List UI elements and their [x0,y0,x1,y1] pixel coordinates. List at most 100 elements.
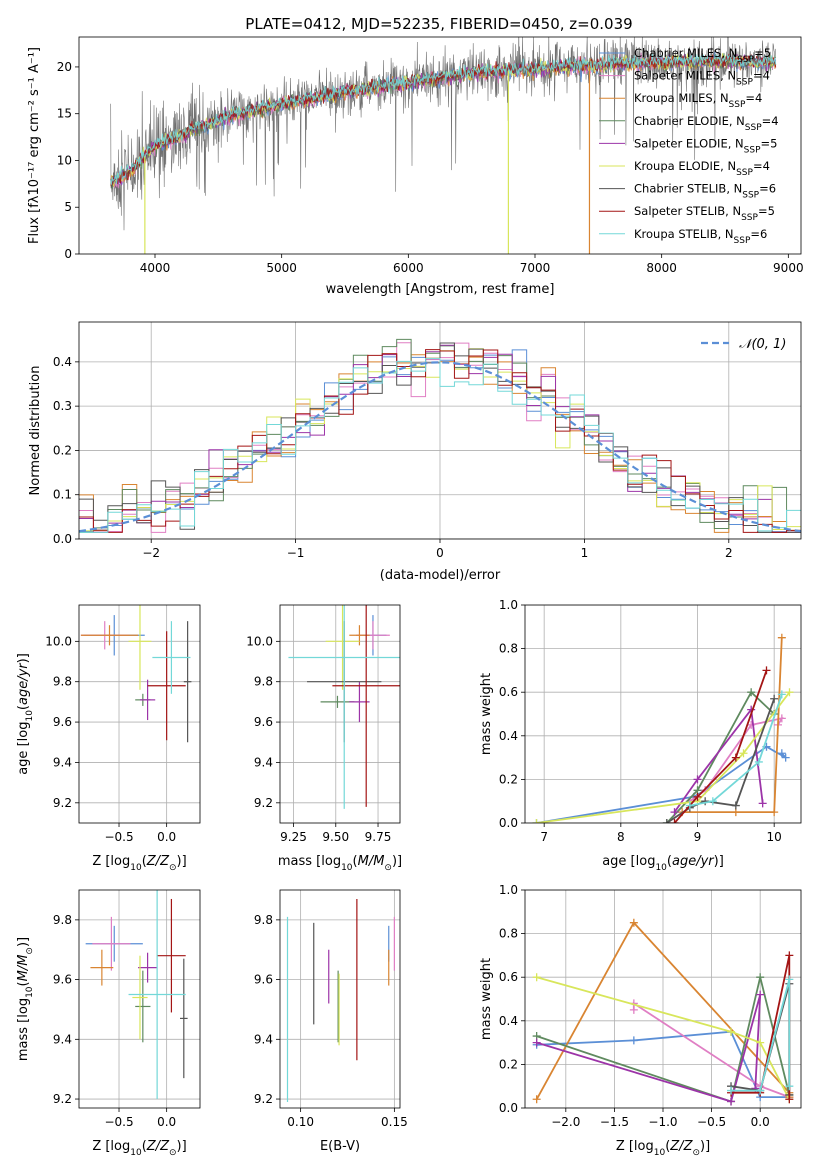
plot-area [79,890,200,1108]
y-tick-label: 9.2 [254,1092,273,1106]
x-tick-label: 9.75 [365,830,392,844]
x-axis-label: (data-model)/error [380,568,501,583]
x-tick-label: −1.0 [648,1115,677,1129]
weight-marker [693,792,702,801]
y-tick-label: 9.4 [254,1032,273,1046]
y-axis-label: mass weight [479,958,494,1040]
x-tick-label: −0.5 [104,830,133,844]
weight-marker [685,801,694,810]
weight-marker [785,975,794,984]
y-tick-label: 0.6 [499,970,518,984]
charts: 4000 5000 6000 7000 8000 900005101520waveleng… [16,36,804,1158]
y-tick-label: 1.0 [499,598,518,612]
x-axis-label: wavelength [Angstrom, rest frame] [326,282,555,297]
weight-marker [693,775,702,784]
x-tick-label: 6000 [393,261,424,275]
panel-mass_vs_Z: −0.5 0.0 9.2 9.4 9.6 9.8 Z [log10(Z/Z⊙)] mass [… [16,889,201,1158]
weight-marker [754,757,763,766]
weight-marker [670,819,679,823]
y-tick-label: 15 [57,107,72,121]
weight-marker [777,633,786,642]
y-tick-label: 9.8 [254,675,273,689]
y-tick-label: 0.4 [53,355,72,369]
panel-age_vs_Z: −0.5 0.0 9.2 9.4 9.6 9.8 10.0 Z [log10(Z/Z⊙)] ag… [16,604,201,873]
x-tick-label: 9 [694,830,702,844]
x-tick-label: −1.5 [600,1115,629,1129]
y-tick-label: 9.2 [53,1092,72,1106]
y-tick-label: 0.2 [499,1057,518,1071]
x-tick-label: 9.25 [280,830,307,844]
x-tick-label: 0.10 [287,1115,314,1129]
weight-marker [727,1027,736,1036]
y-tick-label: 0.0 [499,1101,518,1115]
weight-line [673,670,768,823]
y-tick-label: 9.2 [53,796,72,810]
y-tick-label: 0.0 [53,532,72,546]
x-tick-label: −2 [142,546,160,560]
weight-line [682,637,783,813]
panel-spectrum: 4000 5000 6000 7000 8000 9000 0 5 10 15 20 waveleng… [27,36,804,297]
y-tick-label: 9.6 [254,973,273,987]
axes-frame [279,889,401,1109]
x-tick-label: 0.15 [381,1115,408,1129]
weight-marker [758,799,767,808]
y-tick-label: 9.6 [254,715,273,729]
weight-marker [777,690,786,699]
plot-area [79,322,801,539]
axes-frame [279,604,401,824]
x-tick-label: 8000 [646,261,677,275]
legend-label: Kroupa STELIB, NSSP=6 [634,227,767,246]
weight-marker [662,819,671,823]
y-tick-label: 0.3 [53,399,72,413]
axes-frame [78,604,201,824]
model-spectrum [110,53,777,185]
y-tick-label: 0 [64,247,72,261]
weight-line [673,707,764,813]
weight-marker [777,749,786,758]
y-tick-label: 9.6 [53,715,72,729]
legend-label: Salpeter MILES, NSSP=4 [634,69,770,88]
x-tick-label: 5000 [266,261,297,275]
y-tick-label: 9.8 [53,675,72,689]
x-tick-label: 7 [540,830,548,844]
weight-marker [781,753,790,762]
weight-line [731,979,791,1092]
x-axis-label: Z [log10(Z/Z⊙)] [92,854,186,873]
y-tick-label: 0.1 [53,488,72,502]
weight-marker [785,1082,794,1091]
weight-marker [727,1097,736,1106]
panel-residuals: −2 −1 0 1 2 0.0 0.1 0.2 0.3 0.4 (data-model)/error… [28,321,802,583]
weight-marker [770,694,779,703]
y-tick-label: 20 [57,60,72,74]
panel-weight_vs_Z: −2.0 −1.5 −1.0 −0.5 0.0 0.0 0.2 0.4 0.6 0.8 1.0 Z [… [479,883,802,1158]
plot-area [280,890,400,1108]
weight-marker [756,1086,765,1095]
legend-label: Salpeter STELIB, NSSP=5 [634,204,775,223]
y-tick-label: 9.4 [254,755,273,769]
legend-label: Chabrier MILES, NSSP=5 [634,46,771,65]
weight-line [666,690,775,823]
y-tick-label: 0.2 [499,772,518,786]
y-tick-label: 9.2 [254,796,273,810]
weight-marker [756,973,765,982]
legend-label: Chabrier STELIB, NSSP=6 [634,182,776,201]
weight-line [536,976,791,1100]
y-tick-label: 9.6 [53,973,72,987]
plot-area [280,605,400,823]
y-axis-label: mass weight [479,673,494,755]
x-tick-label: −2.0 [551,1115,580,1129]
weight-marker [532,973,541,982]
y-tick-label: 9.8 [53,913,72,927]
y-axis-label: mass [log10(M/M⊙)] [16,937,35,1061]
x-tick-label: 9000 [773,261,804,275]
weight-marker [756,1038,765,1047]
y-tick-label: 9.4 [53,1032,72,1046]
panel-mass_vs_EBV: 0.10 0.15 9.2 9.4 9.6 9.8 E(B-V) [254,889,408,1154]
weight-marker [629,918,638,927]
weight-marker [532,819,541,823]
weight-marker [785,688,794,697]
x-tick-label: −1 [287,546,305,560]
x-axis-label: mass [log10(M/M⊙)] [278,854,402,873]
y-tick-label: 5 [64,200,72,214]
